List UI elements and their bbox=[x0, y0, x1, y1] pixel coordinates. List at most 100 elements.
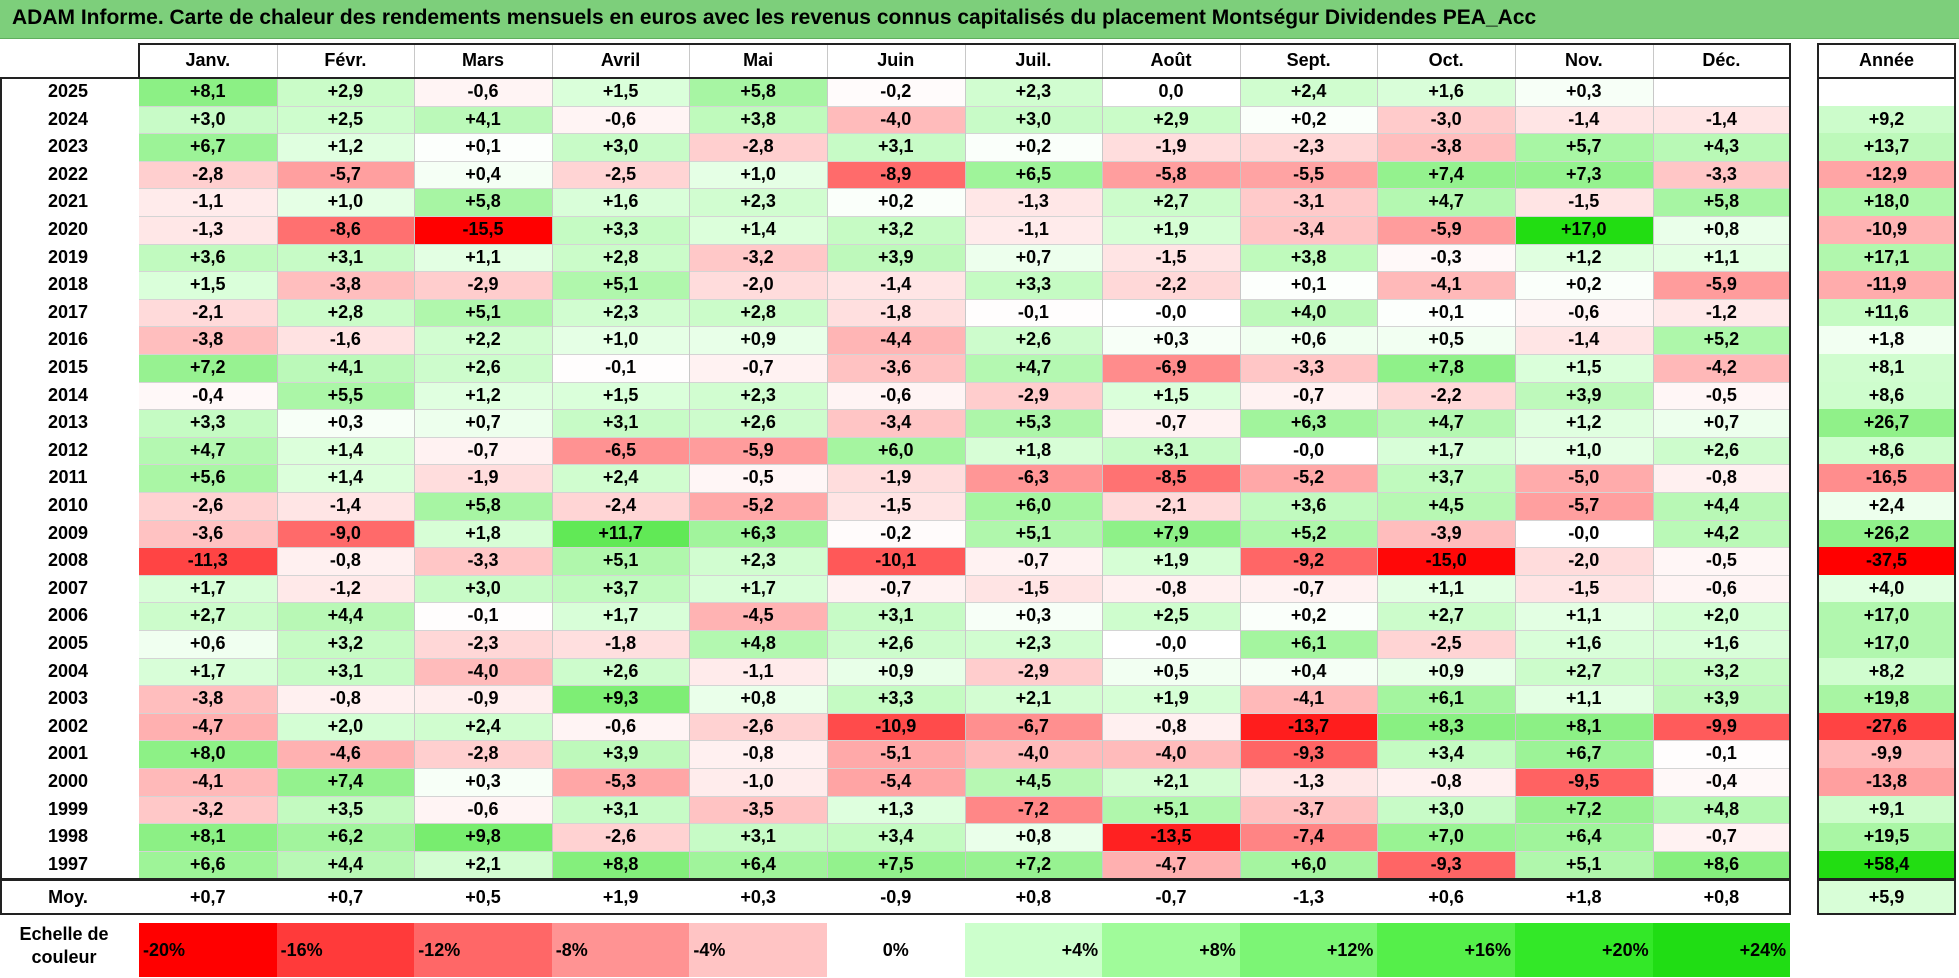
heatmap-cell: -9,3 bbox=[1377, 850, 1515, 879]
heatmap-cell: +1,0 bbox=[551, 326, 690, 354]
year-label: 2018 bbox=[47, 274, 89, 295]
year-label: 2014 bbox=[47, 384, 89, 405]
heatmap-cell: +2,4 bbox=[1239, 78, 1378, 106]
heatmap-cell: +5,7 bbox=[1515, 133, 1653, 161]
column-header: Nov. bbox=[1564, 50, 1603, 70]
heatmap-cell: +0,7 bbox=[414, 409, 552, 437]
heatmap-cell: -1,9 bbox=[827, 464, 965, 492]
heatmap-cell: -0,8 bbox=[1102, 574, 1240, 603]
year-label: 1997 bbox=[47, 853, 89, 874]
heatmap-cell: +3,8 bbox=[1239, 243, 1378, 272]
heatmap-cell: -1,3 bbox=[1239, 768, 1378, 796]
heatmap-cell: -0,4 bbox=[139, 381, 277, 410]
year-label: 2025 bbox=[47, 81, 89, 101]
heatmap-cell: +2,5 bbox=[276, 105, 415, 134]
heatmap-cell: +0,8 bbox=[689, 685, 827, 713]
year-label: 2008 bbox=[47, 550, 89, 571]
heatmap-cell: -0,8 bbox=[276, 547, 415, 575]
heatmap-cell: -2,5 bbox=[1377, 630, 1515, 658]
heatmap-cell: -0,0 bbox=[1239, 436, 1378, 465]
heatmap-cell: +1,9 bbox=[1102, 685, 1240, 713]
column-header: Juin bbox=[877, 50, 915, 70]
annual-cell: -37,5 bbox=[1818, 547, 1955, 575]
heatmap-cell: -0,6 bbox=[827, 381, 965, 410]
heatmap-cell: +1,5 bbox=[551, 381, 690, 410]
heatmap-cell: -4,0 bbox=[1102, 740, 1240, 768]
heatmap-cell: -6,5 bbox=[551, 436, 690, 465]
heatmap-cell: +0,3 bbox=[414, 768, 552, 796]
heatmap-cell: +0,8 bbox=[1652, 216, 1791, 244]
heatmap-cell: +4,5 bbox=[964, 768, 1103, 796]
average-annual-cell: +5,9 bbox=[1818, 881, 1955, 914]
annual-cell: +9,1 bbox=[1818, 795, 1955, 824]
heatmap-cell: -5,4 bbox=[827, 768, 965, 796]
heatmap-cell: -5,5 bbox=[1239, 160, 1378, 189]
heatmap-cell: +2,1 bbox=[964, 685, 1103, 713]
heatmap-cell: +3,1 bbox=[1102, 436, 1240, 465]
column-divider bbox=[414, 43, 416, 879]
heatmap-cell: +3,0 bbox=[139, 105, 277, 134]
heatmap-cell: -4,7 bbox=[139, 712, 277, 741]
color-scale-swatch: -20% bbox=[139, 923, 277, 977]
average-cell: -0,9 bbox=[827, 881, 965, 914]
year-label: 2002 bbox=[47, 715, 89, 736]
heatmap-cell: +3,1 bbox=[827, 602, 965, 630]
heatmap-cell: +3,7 bbox=[1377, 464, 1515, 492]
heatmap-cell: -2,9 bbox=[964, 657, 1103, 686]
heatmap-cell: -0,5 bbox=[1652, 547, 1791, 575]
average-cell: +0,8 bbox=[1652, 881, 1791, 914]
heatmap-cell: -0,8 bbox=[276, 685, 415, 713]
heatmap-cell: -2,1 bbox=[139, 298, 277, 327]
heatmap-cell: +1,4 bbox=[276, 436, 415, 465]
annual-cell: -27,6 bbox=[1818, 712, 1955, 741]
year-label: 2023 bbox=[47, 136, 89, 157]
year-label: 2017 bbox=[47, 301, 89, 322]
heatmap-cell: -11,3 bbox=[139, 547, 277, 575]
heatmap-cell: +1,9 bbox=[1102, 216, 1240, 244]
heatmap-cell: +8,6 bbox=[1652, 850, 1791, 879]
column-divider bbox=[1102, 43, 1104, 879]
heatmap-cell: +1,7 bbox=[689, 574, 827, 603]
heatmap-cell: +2,3 bbox=[964, 78, 1103, 106]
heatmap-cell: -0,6 bbox=[1515, 298, 1653, 327]
heatmap-cell: -0,6 bbox=[551, 105, 690, 134]
heatmap-cell: -2,1 bbox=[1102, 492, 1240, 520]
heatmap-cell: +3,9 bbox=[1515, 381, 1653, 410]
annual-cell bbox=[1818, 78, 1955, 106]
heatmap-cell: -13,7 bbox=[1239, 712, 1378, 741]
heatmap-cell: +1,2 bbox=[1515, 243, 1653, 272]
heatmap-cell: -5,7 bbox=[276, 160, 415, 189]
heatmap-cell: -1,4 bbox=[1652, 105, 1791, 134]
year-label: 2009 bbox=[47, 522, 89, 543]
heatmap-cell: +2,6 bbox=[551, 657, 690, 686]
heatmap-cell: +0,1 bbox=[1377, 298, 1515, 327]
year-label: 2005 bbox=[47, 633, 89, 653]
heatmap-cell: -4,1 bbox=[1239, 685, 1378, 713]
heatmap-cell: +2,8 bbox=[551, 243, 690, 272]
heatmap-cell: +6,4 bbox=[689, 850, 827, 879]
heatmap-cell: +2,7 bbox=[1102, 188, 1240, 216]
heatmap-cell: -5,7 bbox=[1515, 492, 1653, 520]
heatmap-cell: +1,1 bbox=[1515, 602, 1653, 630]
heatmap-cell: -0,2 bbox=[827, 78, 965, 106]
heatmap-cell: -1,5 bbox=[827, 492, 965, 520]
heatmap-cell: -2,8 bbox=[689, 133, 827, 161]
color-scale-swatch: +4% bbox=[964, 923, 1103, 977]
heatmap-cell: +1,5 bbox=[551, 78, 690, 106]
heatmap-cell: +8,3 bbox=[1377, 712, 1515, 741]
heatmap-cell: +1,1 bbox=[414, 243, 552, 272]
heatmap-cell: 0,0 bbox=[1102, 78, 1240, 106]
heatmap-cell: -3,6 bbox=[827, 354, 965, 382]
color-scale-swatch: +20% bbox=[1515, 923, 1653, 977]
heatmap-cell: +6,7 bbox=[139, 133, 277, 161]
heatmap-cell: +7,5 bbox=[827, 850, 965, 879]
heatmap-cell: +2,8 bbox=[689, 298, 827, 327]
heatmap-cell: -0,5 bbox=[1652, 381, 1791, 410]
heatmap-cell: +4,2 bbox=[1652, 519, 1791, 548]
heatmap-cell: -0,7 bbox=[1102, 409, 1240, 437]
heatmap-cell: +1,6 bbox=[1652, 630, 1791, 658]
heatmap-cell: +5,8 bbox=[1652, 188, 1791, 216]
heatmap-cell: -5,8 bbox=[1102, 160, 1240, 189]
heatmap-cell: +1,7 bbox=[551, 602, 690, 630]
heatmap-cell: -1,1 bbox=[964, 216, 1103, 244]
